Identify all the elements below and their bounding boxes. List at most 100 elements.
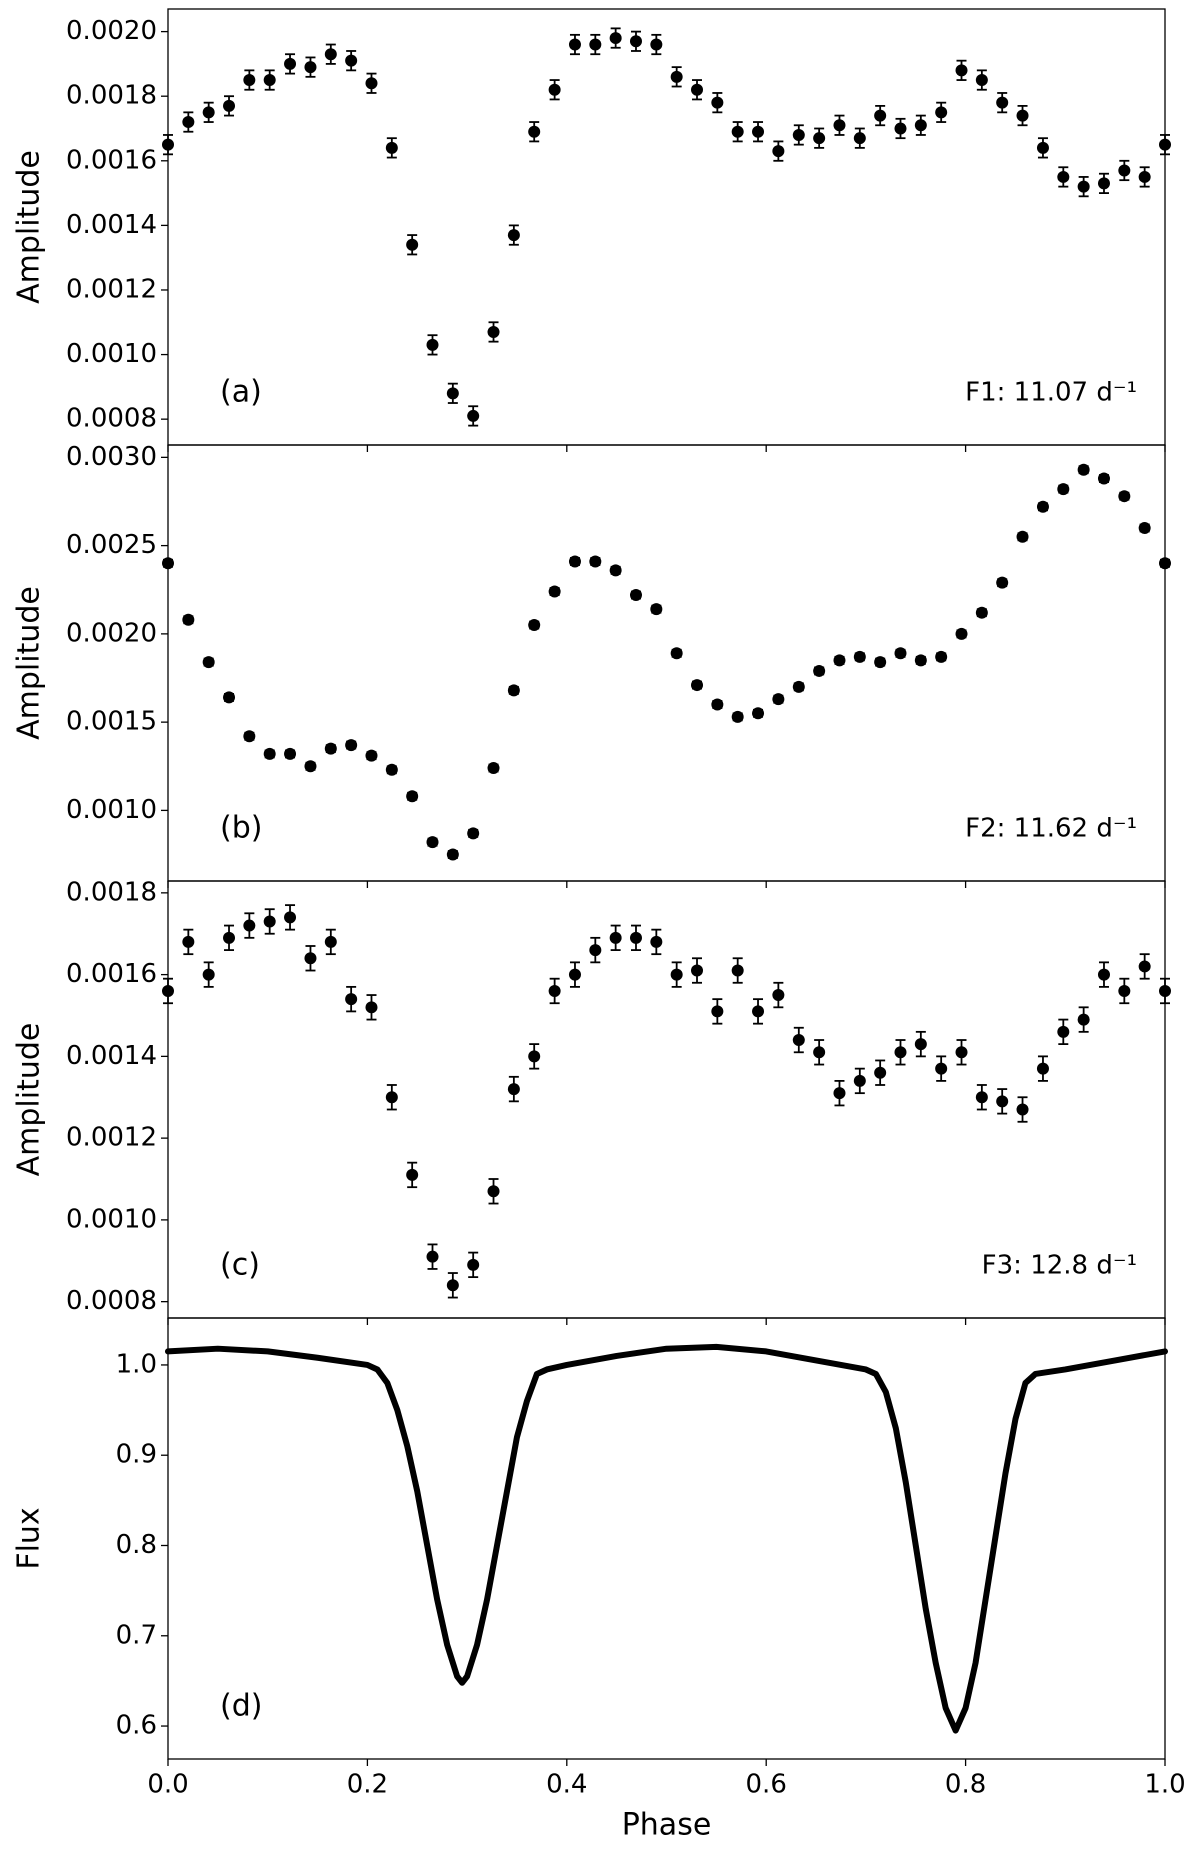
data-point	[243, 919, 256, 932]
data-point	[507, 684, 520, 697]
data-point	[507, 229, 520, 242]
y-tick-label: 1.0	[116, 1349, 157, 1379]
data-point	[223, 691, 236, 704]
y-tick-label: 0.0014	[66, 1041, 157, 1071]
data-point	[406, 1168, 419, 1181]
y-tick-label: 0.0015	[66, 707, 157, 737]
data-point	[182, 935, 195, 948]
y-tick-label: 0.0012	[66, 274, 157, 304]
data-point	[894, 122, 907, 135]
data-point	[568, 555, 581, 568]
data-point	[1138, 960, 1151, 973]
panel-label: (d)	[220, 1689, 262, 1724]
data-point	[752, 1005, 765, 1018]
data-point	[1138, 170, 1151, 183]
data-point	[589, 944, 602, 957]
data-point	[853, 650, 866, 663]
data-point	[1016, 530, 1029, 543]
y-tick-label: 0.0016	[66, 959, 157, 989]
data-point	[1016, 109, 1029, 122]
data-point	[202, 968, 215, 981]
frequency-label: F3: 12.8 d⁻¹	[982, 1251, 1137, 1281]
data-point	[691, 83, 704, 96]
frequency-label: F2: 11.62 d⁻¹	[965, 814, 1137, 844]
y-tick-label: 0.0008	[66, 404, 157, 434]
data-point	[813, 132, 826, 145]
data-point	[731, 964, 744, 977]
data-point	[955, 627, 968, 640]
data-point	[609, 564, 622, 577]
y-tick-label: 0.0008	[66, 1286, 157, 1316]
data-point	[1036, 141, 1049, 154]
data-point	[894, 1046, 907, 1059]
data-point	[182, 613, 195, 626]
data-point	[792, 680, 805, 693]
y-tick-label: 0.0016	[66, 145, 157, 175]
y-tick-label: 0.0010	[66, 339, 157, 369]
data-point	[772, 145, 785, 158]
data-point	[1036, 500, 1049, 513]
data-point	[548, 83, 561, 96]
data-point	[752, 707, 765, 720]
data-point	[1016, 1103, 1029, 1116]
data-point	[609, 32, 622, 45]
data-point	[609, 931, 622, 944]
y-axis-label: Flux	[12, 1507, 47, 1569]
data-point	[792, 1034, 805, 1047]
data-point	[345, 993, 358, 1006]
data-point	[304, 760, 317, 773]
data-point	[711, 698, 724, 711]
data-point	[731, 125, 744, 138]
data-point	[365, 77, 378, 90]
flux-curve	[165, 1343, 1168, 1734]
data-point	[528, 619, 541, 632]
data-point	[731, 710, 744, 723]
y-tick-label: 0.7	[116, 1620, 157, 1650]
data-point	[935, 1062, 948, 1075]
y-tick-label: 0.9	[116, 1440, 157, 1470]
data-point	[792, 128, 805, 141]
x-tick-label: 0.4	[546, 1770, 587, 1800]
data-point	[467, 827, 480, 840]
data-point	[324, 742, 337, 755]
data-point	[914, 654, 927, 667]
data-point	[202, 106, 215, 119]
data-point	[467, 409, 480, 422]
data-point	[528, 1050, 541, 1063]
data-point	[446, 387, 459, 400]
data-point	[406, 238, 419, 251]
data-point	[874, 109, 887, 122]
data-point	[385, 763, 398, 776]
data-point	[711, 1005, 724, 1018]
panel-label: (c)	[220, 1248, 260, 1283]
data-point	[324, 935, 337, 948]
x-tick-label: 0.6	[746, 1770, 787, 1800]
data-point	[284, 911, 297, 924]
data-point	[975, 1091, 988, 1104]
data-point	[813, 1046, 826, 1059]
data-point	[487, 1185, 500, 1198]
y-tick-label: 0.6	[116, 1711, 157, 1741]
data-point	[670, 70, 683, 83]
data-point	[833, 119, 846, 132]
data-point	[629, 589, 642, 602]
data-point	[833, 1087, 846, 1100]
x-axis-label: Phase	[622, 1808, 712, 1843]
data-point	[670, 647, 683, 660]
data-point	[629, 35, 642, 48]
x-tick-label: 0.0	[147, 1770, 188, 1800]
data-point	[874, 1066, 887, 1079]
data-point	[955, 1046, 968, 1059]
data-point	[691, 679, 704, 692]
data-point	[853, 1074, 866, 1087]
y-tick-label: 0.0010	[66, 795, 157, 825]
data-point	[1057, 170, 1070, 183]
data-point	[996, 96, 1009, 109]
data-point	[284, 747, 297, 760]
data-point	[914, 119, 927, 132]
data-point	[1097, 472, 1110, 485]
x-tick-label: 0.2	[347, 1770, 388, 1800]
data-point	[487, 762, 500, 775]
data-point	[589, 38, 602, 51]
data-point	[752, 125, 765, 138]
